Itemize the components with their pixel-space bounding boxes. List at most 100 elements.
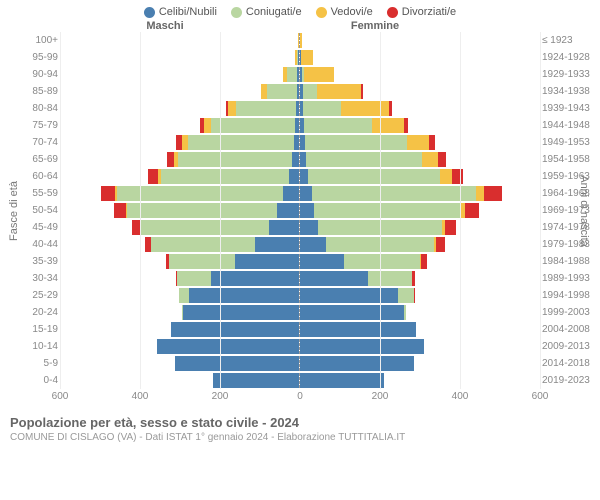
seg-c <box>303 84 317 99</box>
seg-s <box>295 118 299 133</box>
seg-s <box>297 67 299 82</box>
birth-year-label: 1974-1978 <box>542 219 598 236</box>
female-bar <box>300 373 540 388</box>
birth-year-label: 2019-2023 <box>542 372 598 389</box>
female-bar <box>300 84 540 99</box>
seg-s <box>277 203 299 218</box>
seg-w <box>476 186 484 201</box>
male-bar <box>60 237 300 252</box>
age-label: 55-59 <box>2 185 58 202</box>
seg-s <box>300 339 424 354</box>
seg-d <box>148 169 158 184</box>
seg-c <box>303 101 341 116</box>
male-bar <box>60 67 300 82</box>
pyramid-row <box>60 185 540 202</box>
pyramid-row <box>60 168 540 185</box>
seg-c <box>305 135 407 150</box>
gridline <box>540 32 541 389</box>
male-bar <box>60 271 300 286</box>
seg-s <box>300 305 404 320</box>
age-label: 45-49 <box>2 219 58 236</box>
chart-subtitle: COMUNE DI CISLAGO (VA) - Dati ISTAT 1° g… <box>10 432 590 443</box>
seg-c <box>308 169 440 184</box>
seg-c <box>398 288 414 303</box>
male-bar <box>60 50 300 65</box>
age-label: 5-9 <box>2 355 58 372</box>
legend-label-single: Celibi/Nubili <box>159 6 217 18</box>
pyramid-row <box>60 372 540 389</box>
seg-c <box>161 169 289 184</box>
age-label: 100+ <box>2 32 58 49</box>
female-bar <box>300 33 540 48</box>
female-bar <box>300 322 540 337</box>
pyramid-row <box>60 253 540 270</box>
age-label: 50-54 <box>2 202 58 219</box>
seg-c <box>267 84 297 99</box>
male-bar <box>60 356 300 371</box>
birth-year-label: ≤ 1923 <box>542 32 598 49</box>
birth-year-label: 1929-1933 <box>542 66 598 83</box>
birth-year-label: 1979-1983 <box>542 236 598 253</box>
seg-c <box>211 118 295 133</box>
seg-d <box>412 271 415 286</box>
footer: Popolazione per età, sesso e stato civil… <box>0 409 600 443</box>
age-label: 85-89 <box>2 83 58 100</box>
female-bar <box>300 254 540 269</box>
legend-swatch-widowed <box>316 7 327 18</box>
seg-s <box>298 50 299 65</box>
pyramid-row <box>60 321 540 338</box>
birth-year-label: 2004-2008 <box>542 321 598 338</box>
male-bar <box>60 186 300 201</box>
legend-label-married: Coniugati/e <box>246 6 302 18</box>
pyramid-row <box>60 270 540 287</box>
female-bar <box>300 101 540 116</box>
male-bar <box>60 152 300 167</box>
female-bar <box>300 67 540 82</box>
age-label: 25-29 <box>2 287 58 304</box>
seg-w <box>317 84 361 99</box>
x-tick-label: 400 <box>452 391 469 402</box>
seg-d <box>465 203 479 218</box>
pyramid-row <box>60 134 540 151</box>
seg-c <box>188 135 294 150</box>
header-male: Maschi <box>0 20 270 32</box>
female-bar <box>300 288 540 303</box>
female-bar <box>300 339 540 354</box>
seg-s <box>300 356 414 371</box>
male-bar <box>60 339 300 354</box>
seg-c <box>404 305 406 320</box>
pyramid-row <box>60 355 540 372</box>
female-bar <box>300 118 540 133</box>
seg-s <box>171 322 299 337</box>
male-bar <box>60 33 300 48</box>
age-label: 90-94 <box>2 66 58 83</box>
pyramid-row <box>60 287 540 304</box>
seg-d <box>421 254 427 269</box>
seg-c <box>178 152 292 167</box>
age-label: 40-44 <box>2 236 58 253</box>
male-bar <box>60 373 300 388</box>
gender-headers: Maschi Femmine <box>0 20 600 32</box>
seg-s <box>300 322 416 337</box>
legend-label-divorced: Divorziati/e <box>402 6 456 18</box>
seg-s <box>255 237 299 252</box>
female-bar <box>300 186 540 201</box>
female-bar <box>300 220 540 235</box>
birth-year-label: 1959-1963 <box>542 168 598 185</box>
seg-d <box>132 220 140 235</box>
seg-w <box>301 50 313 65</box>
x-tick-label: 200 <box>212 391 229 402</box>
pyramid-row <box>60 49 540 66</box>
legend-swatch-divorced <box>387 7 398 18</box>
seg-c <box>236 101 296 116</box>
seg-d <box>389 101 392 116</box>
male-bar <box>60 84 300 99</box>
seg-c <box>117 186 283 201</box>
seg-s <box>297 84 299 99</box>
seg-c <box>177 271 211 286</box>
female-bar <box>300 50 540 65</box>
seg-w <box>228 101 236 116</box>
age-label: 95-99 <box>2 49 58 66</box>
legend-item-widowed: Vedovi/e <box>316 6 373 18</box>
age-label: 10-14 <box>2 338 58 355</box>
